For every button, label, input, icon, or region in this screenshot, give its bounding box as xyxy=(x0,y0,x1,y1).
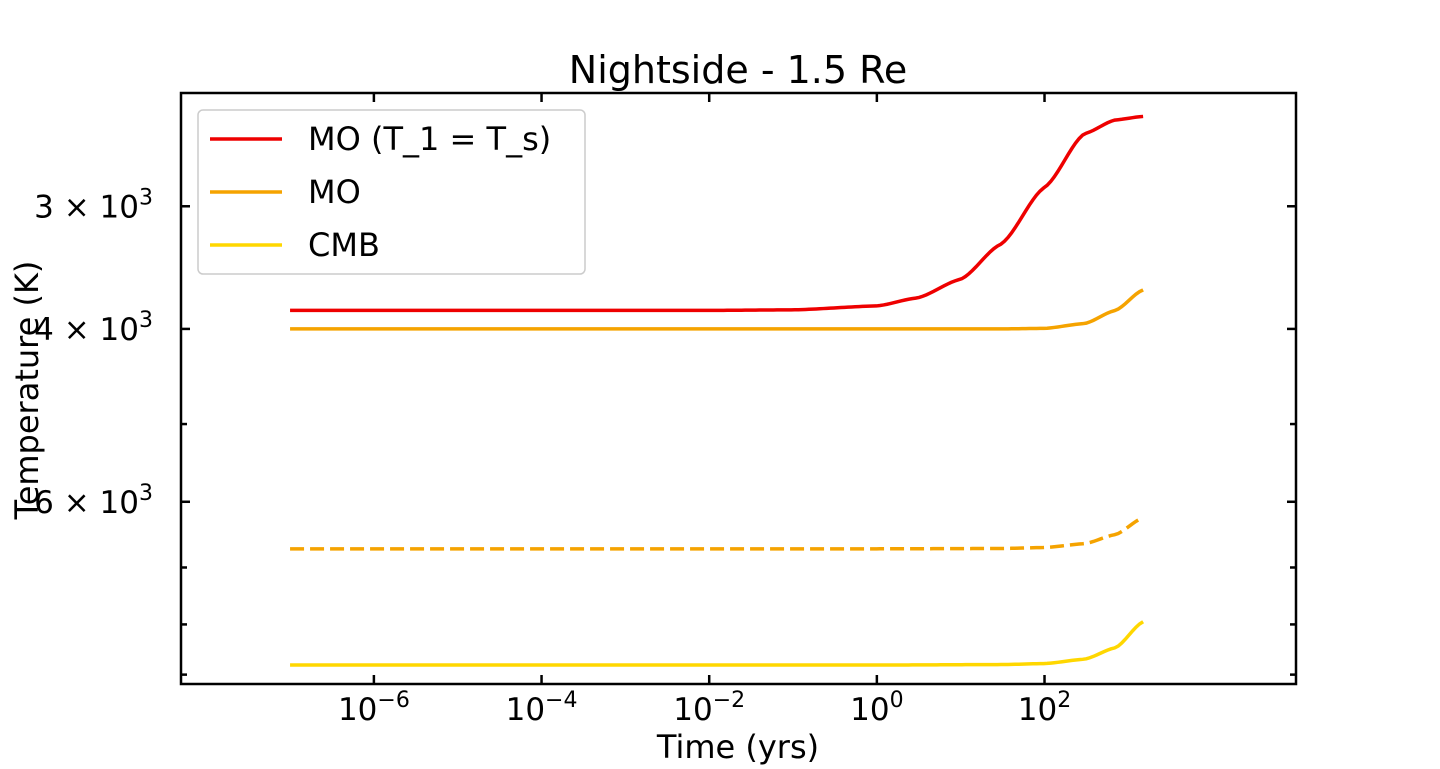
y-tick-label: 6 × 103 xyxy=(34,481,153,521)
x-axis-label: Time (yrs) xyxy=(656,728,819,766)
ticks-layer: 10−6 10−4 10−2 100 102 3 × 103 4 × 103 6 × 103 xyxy=(34,93,1296,728)
legend-label-0: MO (T_1 = T_s) xyxy=(308,120,551,158)
legend: MO (T_1 = T_s) MO CMB xyxy=(197,109,586,275)
series-line-0 xyxy=(290,114,1144,313)
x-tick-label: 102 xyxy=(1018,688,1071,728)
series-line-3 xyxy=(290,620,1145,667)
plot-frame xyxy=(179,91,1298,686)
series-layer xyxy=(290,114,1145,667)
x-tick-label: 10−4 xyxy=(506,688,578,728)
y-axis-label: Temperature (K) xyxy=(8,261,46,521)
legend-frame xyxy=(197,109,586,275)
series-line-1 xyxy=(290,288,1144,331)
x-tick-label: 10−2 xyxy=(673,688,745,728)
legend-label-3: CMB xyxy=(308,226,380,264)
y-tick-label: 3 × 103 xyxy=(34,185,153,225)
y-tick-label: 4 × 103 xyxy=(34,308,153,348)
legend-label-1: MO xyxy=(308,173,361,211)
x-tick-label: 100 xyxy=(850,688,903,728)
chart-title: Nightside - 1.5 Re xyxy=(569,48,907,92)
x-tick-label: 10−6 xyxy=(338,688,410,728)
series-line-2 xyxy=(290,516,1144,551)
